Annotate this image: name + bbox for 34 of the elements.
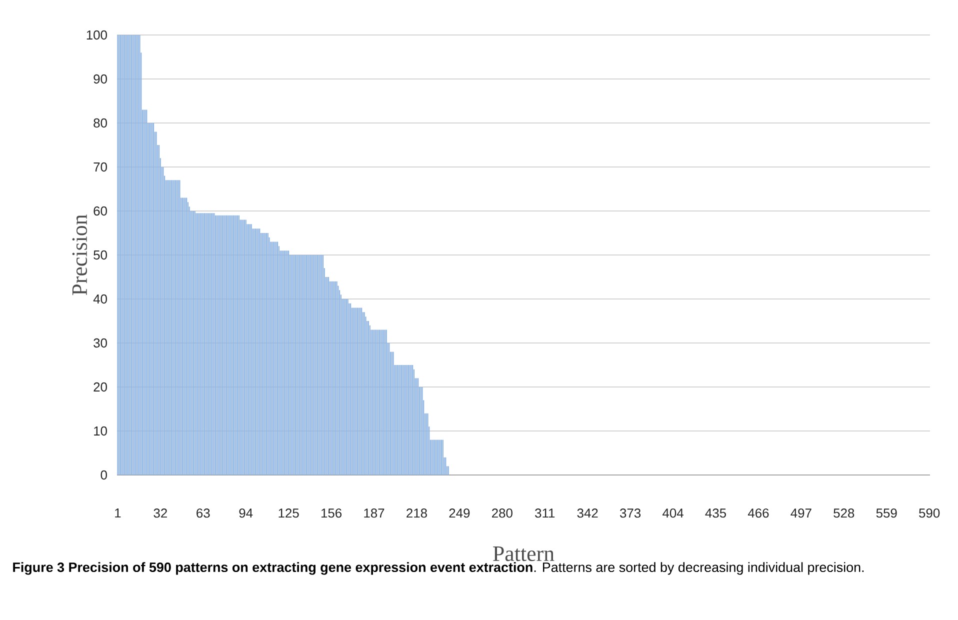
x-axis-title: Pattern	[493, 546, 554, 562]
x-tick-label: 156	[321, 508, 342, 518]
y-tick-label: 10	[94, 426, 107, 436]
x-tick-label: 528	[834, 508, 854, 518]
x-tick-label: 249	[449, 508, 470, 518]
x-tick-label: 125	[278, 508, 299, 518]
x-tick-label: 1	[115, 508, 121, 518]
y-tick-label: 90	[94, 74, 107, 84]
x-tick-label: 404	[662, 508, 684, 518]
x-tick-label: 342	[577, 508, 598, 518]
x-tick-label: 435	[705, 508, 726, 518]
y-tick-label: 80	[94, 118, 107, 128]
x-tick-label: 218	[406, 508, 427, 518]
x-tick-label: 280	[492, 508, 512, 518]
x-tick-label: 311	[535, 508, 555, 518]
x-tick-label: 466	[748, 508, 769, 518]
y-tick-label: 40	[93, 294, 107, 304]
x-tick-label: 94	[239, 508, 253, 518]
x-tick-label: 187	[364, 508, 384, 518]
y-tick-label: 100	[86, 30, 107, 40]
x-tick-label: 497	[790, 508, 812, 518]
text: Figure 3 Precision of 590 patterns on extracting gene expression event extraction. Patterns are sorted by decreasing individual precision.	[13, 562, 864, 575]
y-tick-label: 20	[94, 382, 107, 392]
y-tick-label: 70	[94, 162, 107, 172]
x-tick-label: 559	[876, 508, 897, 518]
x-tick-label: 63	[196, 508, 210, 518]
x-tick-label: 373	[620, 508, 641, 518]
x-tick-label: 32	[154, 508, 167, 518]
y-axis-title: Precision	[72, 214, 88, 296]
y-tick-label: 0	[100, 470, 107, 480]
y-tick-label: 60	[94, 206, 107, 216]
y-tick-label: 30	[94, 338, 107, 348]
y-tick-label: 50	[94, 250, 107, 260]
x-tick-label: 590	[919, 508, 940, 518]
